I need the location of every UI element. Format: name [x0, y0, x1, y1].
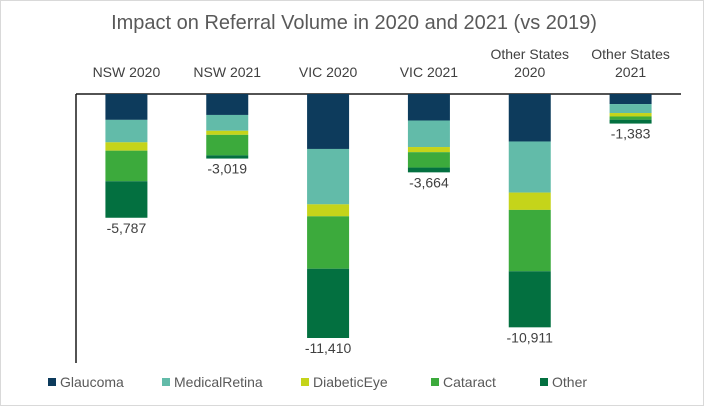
- bar-segment-diabeticeye-2: [307, 204, 350, 217]
- chart-title: Impact on Referral Volume in 2020 and 20…: [111, 12, 597, 34]
- bar-segment-medicalretina-2: [307, 148, 350, 205]
- total-label: -3,664: [409, 174, 449, 190]
- bar-segment-cataract-1: [206, 134, 249, 156]
- legend-label-cataract: Cataract: [443, 374, 496, 390]
- total-label: -1,383: [611, 126, 651, 142]
- category-label: Other States: [591, 46, 670, 62]
- bar-segment-cataract-4: [508, 209, 551, 272]
- bar-segment-cataract-0: [105, 150, 148, 182]
- total-label: -5,787: [107, 220, 147, 236]
- bar-segment-glaucoma-5: [609, 94, 652, 105]
- bar-segment-other-2: [307, 268, 350, 338]
- category-label: VIC 2020: [299, 64, 358, 80]
- bar-segment-medicalretina-4: [508, 141, 551, 193]
- category-label: NSW 2020: [93, 64, 161, 80]
- bar-segment-glaucoma-4: [508, 94, 551, 142]
- legend-label-other: Other: [552, 374, 587, 390]
- total-label: -11,410: [305, 340, 352, 356]
- bar-segment-medicalretina-3: [407, 120, 450, 148]
- bar-segment-other-1: [206, 155, 249, 159]
- total-label: -3,019: [207, 161, 247, 177]
- bar-segment-other-4: [508, 271, 551, 328]
- bar-segment-medicalretina-0: [105, 119, 148, 143]
- total-label: -10,911: [507, 329, 554, 345]
- category-label: 2021: [615, 64, 646, 80]
- bar-segment-glaucoma-2: [307, 94, 350, 149]
- total-labels: -5,787 -3,019 -11,410 -3,664 -10,911 -1,383: [107, 126, 651, 356]
- legend-label-medicalretina: MedicalRetina: [174, 374, 263, 390]
- bar-segment-cataract-2: [307, 216, 350, 269]
- legend: Glaucoma MedicalRetina DiabeticEye Cataract…: [48, 374, 587, 390]
- legend-label-glaucoma: Glaucoma: [60, 374, 124, 390]
- legend-swatch-glaucoma: [48, 378, 56, 386]
- category-labels: NSW 2020 NSW 2021 VIC 2020 VIC 2021 Other St…: [93, 46, 670, 80]
- bar-segment-cataract-3: [407, 152, 450, 168]
- axes: [75, 93, 681, 363]
- category-label: NSW 2021: [193, 64, 261, 80]
- legend-swatch-medicalretina: [162, 378, 170, 386]
- bar-segment-medicalretina-1: [206, 114, 249, 131]
- bar-segment-other-5: [609, 119, 652, 124]
- bars: [105, 94, 652, 338]
- bar-segment-diabeticeye-5: [609, 113, 652, 117]
- bar-segment-diabeticeye-0: [105, 142, 148, 151]
- bar-segment-diabeticeye-1: [206, 130, 249, 135]
- bar-segment-glaucoma-1: [206, 94, 249, 115]
- bar-segment-glaucoma-3: [407, 94, 450, 121]
- legend-label-diabeticeye: DiabeticEye: [313, 374, 388, 390]
- category-label: Other States: [490, 46, 569, 62]
- bar-segment-medicalretina-5: [609, 104, 652, 114]
- bar-segment-diabeticeye-4: [508, 192, 551, 210]
- legend-swatch-diabeticeye: [301, 378, 309, 386]
- bar-segment-cataract-5: [609, 116, 652, 120]
- bar-segment-glaucoma-0: [105, 94, 148, 120]
- category-label: 2020: [514, 64, 545, 80]
- bar-segment-diabeticeye-3: [407, 147, 450, 153]
- bar-segment-other-0: [105, 181, 148, 218]
- category-label: VIC 2021: [400, 64, 459, 80]
- legend-swatch-other: [540, 378, 548, 386]
- bar-segment-other-3: [407, 167, 450, 173]
- legend-swatch-cataract: [431, 378, 439, 386]
